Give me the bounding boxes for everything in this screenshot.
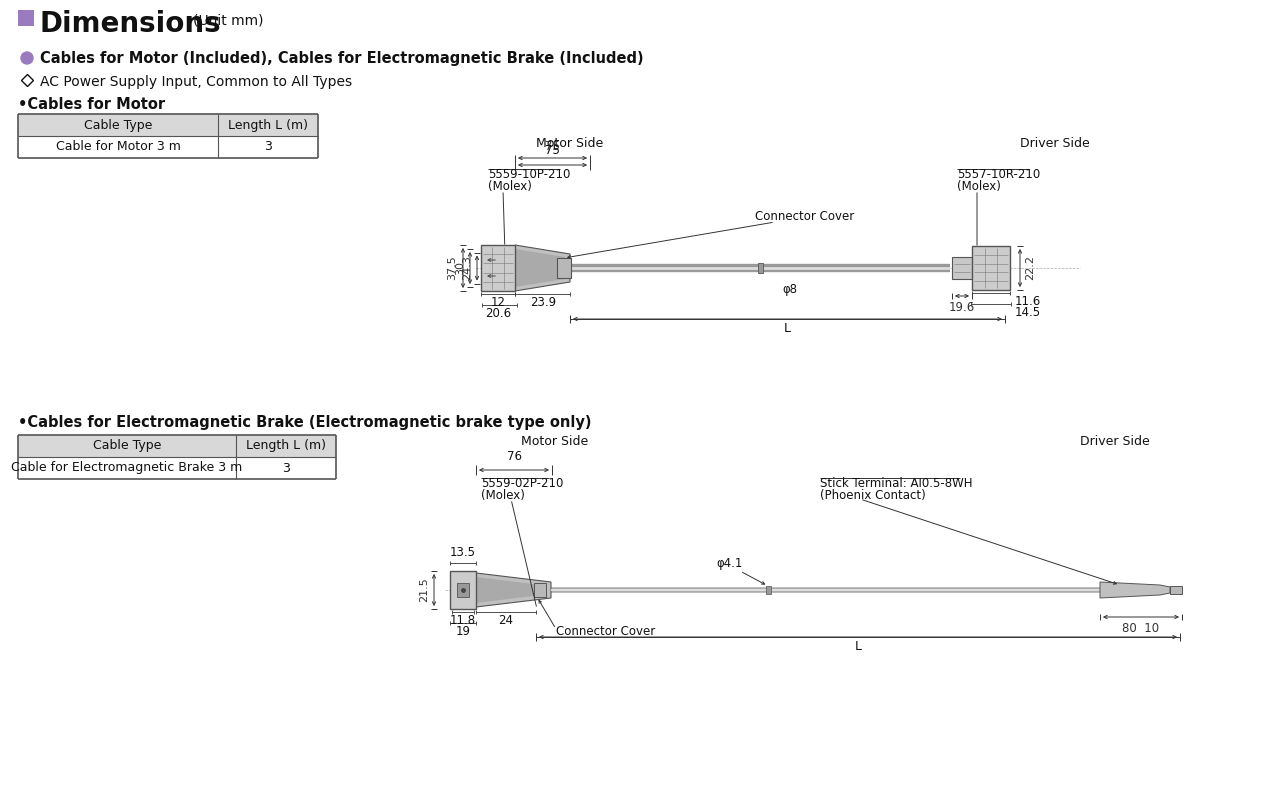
Text: 23.9: 23.9 xyxy=(530,296,556,309)
Text: Cables for Motor (Included), Cables for Electromagnetic Brake (Included): Cables for Motor (Included), Cables for … xyxy=(40,51,644,66)
Text: 24: 24 xyxy=(498,614,513,627)
Text: 13.5: 13.5 xyxy=(451,546,476,559)
Text: (Molex): (Molex) xyxy=(957,180,1001,193)
Text: 14.5: 14.5 xyxy=(1015,306,1041,319)
Text: Motor Side: Motor Side xyxy=(521,435,589,448)
Text: 30: 30 xyxy=(454,261,465,275)
Polygon shape xyxy=(515,249,564,287)
Bar xyxy=(534,583,547,597)
Text: 19: 19 xyxy=(456,625,471,638)
Text: 80  10: 80 10 xyxy=(1123,622,1160,635)
Text: 5557-10R-210: 5557-10R-210 xyxy=(957,168,1041,181)
Text: 21.5: 21.5 xyxy=(419,578,429,603)
Text: φ8: φ8 xyxy=(782,283,797,296)
Text: •Cables for Motor: •Cables for Motor xyxy=(18,97,165,112)
Text: 76: 76 xyxy=(507,450,521,463)
Text: φ4.1: φ4.1 xyxy=(717,557,744,570)
Text: Dimensions: Dimensions xyxy=(40,10,221,38)
Bar xyxy=(481,245,515,291)
Text: (Unit mm): (Unit mm) xyxy=(193,14,264,28)
Polygon shape xyxy=(1100,582,1170,598)
Bar xyxy=(972,246,1010,290)
Text: L: L xyxy=(783,322,791,335)
Text: 11.6: 11.6 xyxy=(1015,295,1041,308)
Text: 12: 12 xyxy=(490,296,506,309)
Text: Motor Side: Motor Side xyxy=(536,137,604,150)
Text: Cable for Electromagnetic Brake 3 m: Cable for Electromagnetic Brake 3 m xyxy=(12,462,243,475)
Bar xyxy=(457,583,468,597)
Text: 3: 3 xyxy=(282,462,291,475)
Bar xyxy=(451,571,476,609)
Text: (Molex): (Molex) xyxy=(481,489,525,502)
Text: 75: 75 xyxy=(545,144,559,157)
Text: 22.2: 22.2 xyxy=(1025,255,1036,281)
Circle shape xyxy=(20,52,33,64)
Text: Driver Side: Driver Side xyxy=(1080,435,1149,448)
Text: Cable Type: Cable Type xyxy=(83,118,152,131)
Text: 19.6: 19.6 xyxy=(948,301,975,314)
Text: 20.6: 20.6 xyxy=(485,307,511,320)
Bar xyxy=(18,10,35,26)
Text: L: L xyxy=(855,640,861,653)
Text: Connector Cover: Connector Cover xyxy=(556,625,655,638)
Bar xyxy=(952,257,972,279)
Bar xyxy=(557,258,571,278)
Text: Cable for Motor 3 m: Cable for Motor 3 m xyxy=(55,141,180,153)
Text: Connector Cover: Connector Cover xyxy=(755,210,854,223)
Bar xyxy=(18,435,335,457)
Bar xyxy=(1170,586,1181,594)
Text: 24.3: 24.3 xyxy=(462,255,472,281)
Polygon shape xyxy=(476,577,541,603)
Text: Cable Type: Cable Type xyxy=(93,440,161,452)
Text: 5559-10P-210: 5559-10P-210 xyxy=(488,168,571,181)
Bar xyxy=(765,586,771,594)
Text: •Cables for Electromagnetic Brake (Electromagnetic brake type only): •Cables for Electromagnetic Brake (Elect… xyxy=(18,415,591,430)
Polygon shape xyxy=(515,245,570,291)
Text: 11.8: 11.8 xyxy=(451,614,476,627)
Text: Length L (m): Length L (m) xyxy=(228,118,308,131)
Text: 3: 3 xyxy=(264,141,271,153)
Text: AC Power Supply Input, Common to All Types: AC Power Supply Input, Common to All Typ… xyxy=(40,75,352,89)
Polygon shape xyxy=(476,573,550,607)
Text: Driver Side: Driver Side xyxy=(1020,137,1089,150)
Text: (Molex): (Molex) xyxy=(488,180,532,193)
Text: Stick Terminal: AI0.5-8WH: Stick Terminal: AI0.5-8WH xyxy=(820,477,973,490)
Text: (Phoenix Contact): (Phoenix Contact) xyxy=(820,489,925,502)
Text: Length L (m): Length L (m) xyxy=(246,440,326,452)
Bar xyxy=(18,114,317,136)
Text: 75: 75 xyxy=(545,140,559,153)
Text: 5559-02P-210: 5559-02P-210 xyxy=(481,477,563,490)
Text: 37.5: 37.5 xyxy=(447,256,457,281)
Bar xyxy=(758,263,763,273)
